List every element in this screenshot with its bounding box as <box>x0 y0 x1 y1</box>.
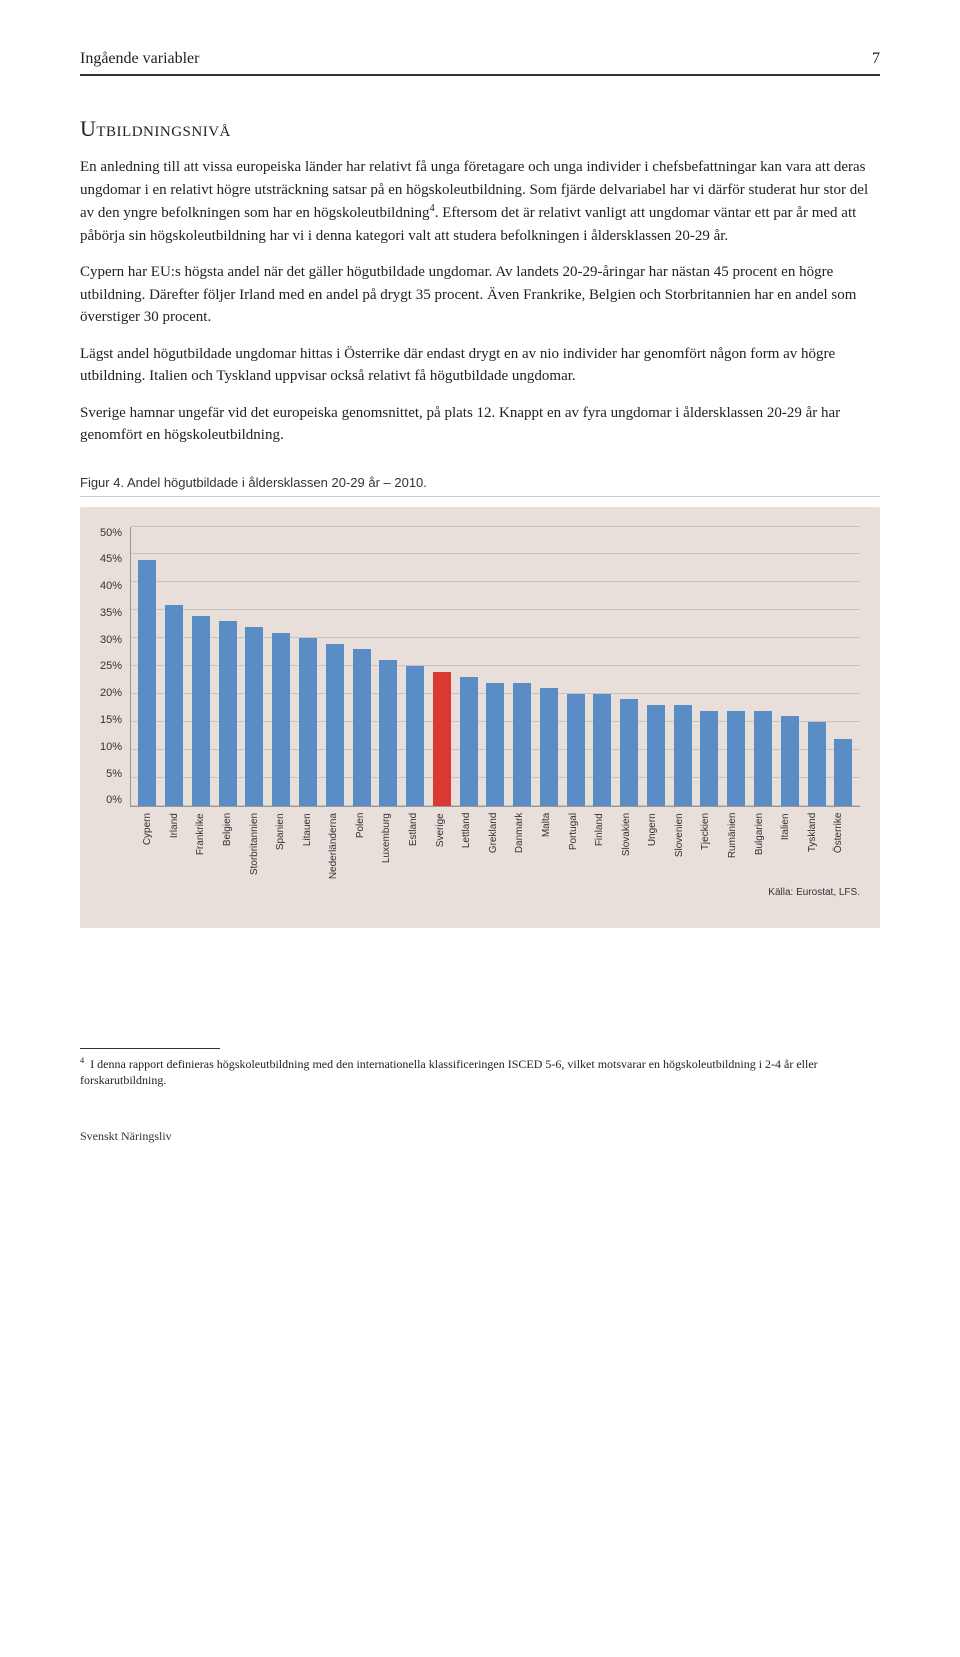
y-tick-label: 5% <box>106 768 122 780</box>
x-tick-label: Estland <box>408 813 428 879</box>
chart-bar <box>245 627 263 806</box>
x-tick-label: Bulgarien <box>754 813 774 879</box>
section-label: Ingående variabler <box>80 50 199 68</box>
x-tick-label: Irland <box>169 813 189 879</box>
x-tick-label: Finland <box>594 813 614 879</box>
chart-area: 50% 45% 40% 35% 30% 25% 20% 15% 10% 5% 0% <box>100 527 860 807</box>
paragraph-2: Cypern har EU:s högsta andel när det gäl… <box>80 261 880 329</box>
grid-line <box>131 637 860 638</box>
chart-container: 50% 45% 40% 35% 30% 25% 20% 15% 10% 5% 0% Cypern Ir… <box>80 507 880 928</box>
chart-bar <box>808 722 826 806</box>
x-tick-label: Slovenien <box>674 813 694 879</box>
chart-bar <box>700 711 718 806</box>
x-tick-label: Tyskland <box>807 813 827 879</box>
chart-bar <box>272 633 290 806</box>
grid-line <box>131 665 860 666</box>
y-tick-label: 50% <box>100 527 122 539</box>
footnote: 4 I denna rapport definieras högskoleutb… <box>80 1055 880 1090</box>
y-tick-label: 45% <box>100 553 122 565</box>
paragraph-1: En anledning till att vissa europeiska l… <box>80 156 880 247</box>
x-tick-label: Storbritannien <box>249 813 269 879</box>
chart-bar <box>192 616 210 806</box>
x-tick-label: Belgien <box>222 813 242 879</box>
page-header: Ingående variabler 7 <box>80 50 880 76</box>
x-tick-label: Slovakien <box>621 813 641 879</box>
figure-caption: Figur 4. Andel högutbildade i åldersklas… <box>80 475 880 497</box>
chart-bar <box>379 660 397 805</box>
x-tick-label: Malta <box>541 813 561 879</box>
y-tick-label: 10% <box>100 741 122 753</box>
x-tick-label: Tjeckien <box>700 813 720 879</box>
chart-bar <box>647 705 665 805</box>
y-tick-label: 0% <box>106 794 122 806</box>
chart-bar <box>460 677 478 805</box>
chart-bar <box>486 683 504 806</box>
plot-region <box>130 527 860 807</box>
x-tick-label: Polen <box>355 813 375 879</box>
chart-bar <box>674 705 692 805</box>
y-axis: 50% 45% 40% 35% 30% 25% 20% 15% 10% 5% 0% <box>100 527 130 807</box>
page-number: 7 <box>872 50 880 68</box>
paragraph-4: Sverige hamnar ungefär vid det europeisk… <box>80 402 880 447</box>
body-text: En anledning till att vissa europeiska l… <box>80 156 880 447</box>
chart-bar <box>138 560 156 806</box>
x-tick-label: Österrike <box>833 813 853 879</box>
x-tick-label: Litauen <box>302 813 322 879</box>
chart-bar <box>326 644 344 806</box>
paragraph-3: Lägst andel högutbildade ungdomar hittas… <box>80 343 880 388</box>
chart-bar <box>165 605 183 806</box>
x-axis: Cypern Irland Frankrike Belgien Storbritanni… <box>100 813 860 879</box>
x-tick-label: Rumänien <box>727 813 747 879</box>
x-tick-label: Ungern <box>647 813 667 879</box>
grid-line <box>131 609 860 610</box>
chart-bar <box>620 699 638 805</box>
x-tick-label: Frankrike <box>195 813 215 879</box>
y-tick-label: 15% <box>100 714 122 726</box>
y-tick-label: 20% <box>100 687 122 699</box>
x-tick-label: Nederländerna <box>328 813 348 879</box>
footnote-separator <box>80 1048 220 1049</box>
chart-bar <box>727 711 745 806</box>
chart-bar <box>513 683 531 806</box>
chart-bar <box>834 739 852 806</box>
x-tick-label: Lettland <box>461 813 481 879</box>
x-tick-label: Italien <box>780 813 800 879</box>
y-tick-label: 25% <box>100 660 122 672</box>
chart-bar <box>406 666 424 806</box>
grid-line <box>131 581 860 582</box>
chart-bar <box>540 688 558 805</box>
x-tick-label: Spanien <box>275 813 295 879</box>
chart-bar <box>593 694 611 806</box>
x-tick-label: Portugal <box>568 813 588 879</box>
y-tick-label: 35% <box>100 607 122 619</box>
grid-line <box>131 526 860 527</box>
grid-line <box>131 553 860 554</box>
chart-bar <box>353 649 371 805</box>
heading: Utbildningsnivå <box>80 116 880 142</box>
x-tick-label: Grekland <box>488 813 508 879</box>
chart-bar <box>219 621 237 805</box>
chart-bar <box>567 694 585 806</box>
x-tick-label: Sverige <box>435 813 455 879</box>
chart-bar <box>433 672 451 806</box>
chart-bar <box>754 711 772 806</box>
x-tick-label: Cypern <box>142 813 162 879</box>
x-tick-label: Danmark <box>514 813 534 879</box>
chart-source: Källa: Eurostat, LFS. <box>100 887 860 898</box>
x-tick-label: Luxemburg <box>381 813 401 879</box>
y-tick-label: 30% <box>100 634 122 646</box>
footer: Svenskt Näringsliv <box>80 1129 880 1144</box>
y-tick-label: 40% <box>100 580 122 592</box>
chart-bar <box>299 638 317 805</box>
chart-bar <box>781 716 799 805</box>
